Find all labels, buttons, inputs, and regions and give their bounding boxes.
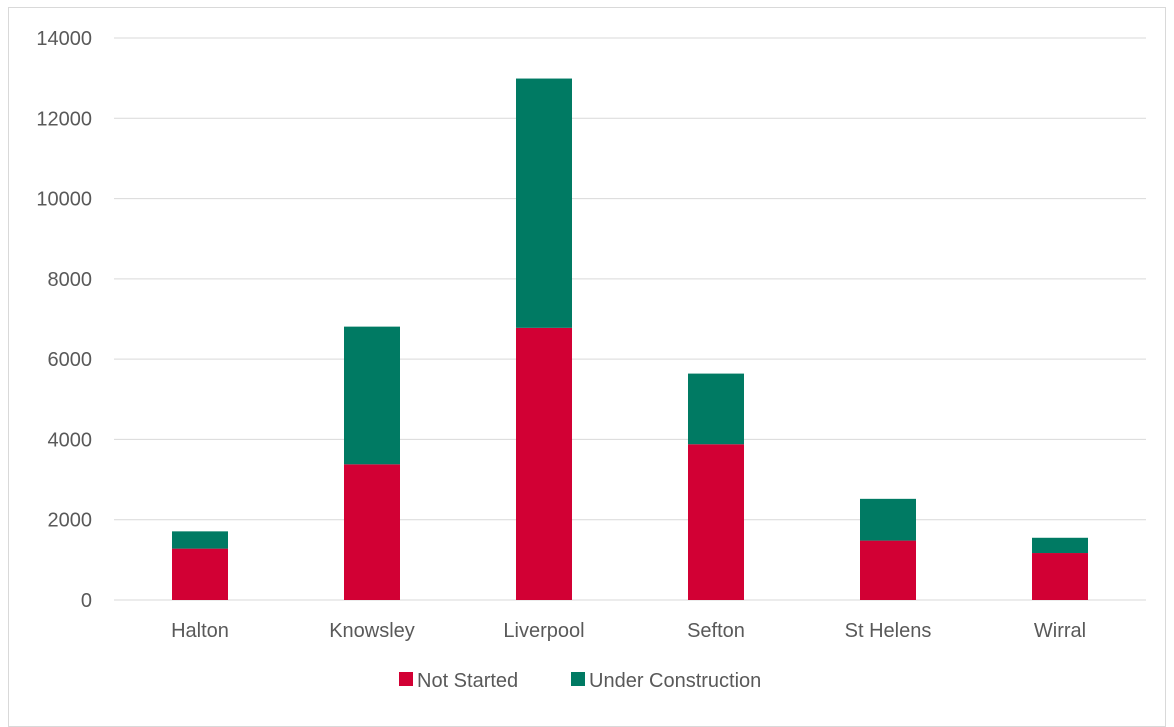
- bar-under-construction: [172, 531, 228, 549]
- x-tick-label: Halton: [171, 620, 229, 642]
- bar-under-construction: [688, 373, 744, 445]
- y-tick-label: 12000: [36, 108, 92, 130]
- x-tick-label: Liverpool: [503, 620, 584, 642]
- bar-not-started: [860, 540, 916, 600]
- x-tick-label: Sefton: [687, 620, 745, 642]
- legend-swatch: [571, 672, 585, 686]
- bar-under-construction: [344, 326, 400, 465]
- bar-not-started: [688, 444, 744, 600]
- gridlines: [114, 37, 1146, 601]
- y-tick-label: 4000: [48, 429, 93, 451]
- y-tick-label: 6000: [48, 349, 93, 371]
- x-tick-label: Knowsley: [329, 620, 415, 642]
- legend-label: Not Started: [417, 670, 518, 692]
- bars: [172, 78, 1088, 600]
- legend-swatch: [399, 672, 413, 686]
- y-tick-label: 0: [81, 590, 92, 612]
- legend-label: Under Construction: [589, 670, 761, 692]
- y-tick-label: 2000: [48, 510, 93, 532]
- bar-not-started: [344, 464, 400, 600]
- y-tick-label: 14000: [36, 28, 92, 50]
- y-tick-label: 8000: [48, 269, 93, 291]
- bar-not-started: [1032, 553, 1088, 600]
- x-tick-label: Wirral: [1034, 620, 1086, 642]
- bar-under-construction: [860, 498, 916, 541]
- y-tick-label: 10000: [36, 189, 92, 211]
- legend: Not Started Under Construction: [399, 670, 761, 692]
- x-tick-label: St Helens: [845, 620, 932, 642]
- y-axis-ticks: 0 2000 4000 6000 8000 10000 12000 14000: [36, 28, 92, 612]
- bar-not-started: [516, 327, 572, 600]
- x-axis-ticks: Halton Knowsley Liverpool Sefton St Helens Wi…: [171, 620, 1086, 642]
- bar-not-started: [172, 548, 228, 600]
- bar-under-construction: [1032, 537, 1088, 554]
- bar-under-construction: [516, 78, 572, 328]
- chart-frame: [8, 7, 1166, 727]
